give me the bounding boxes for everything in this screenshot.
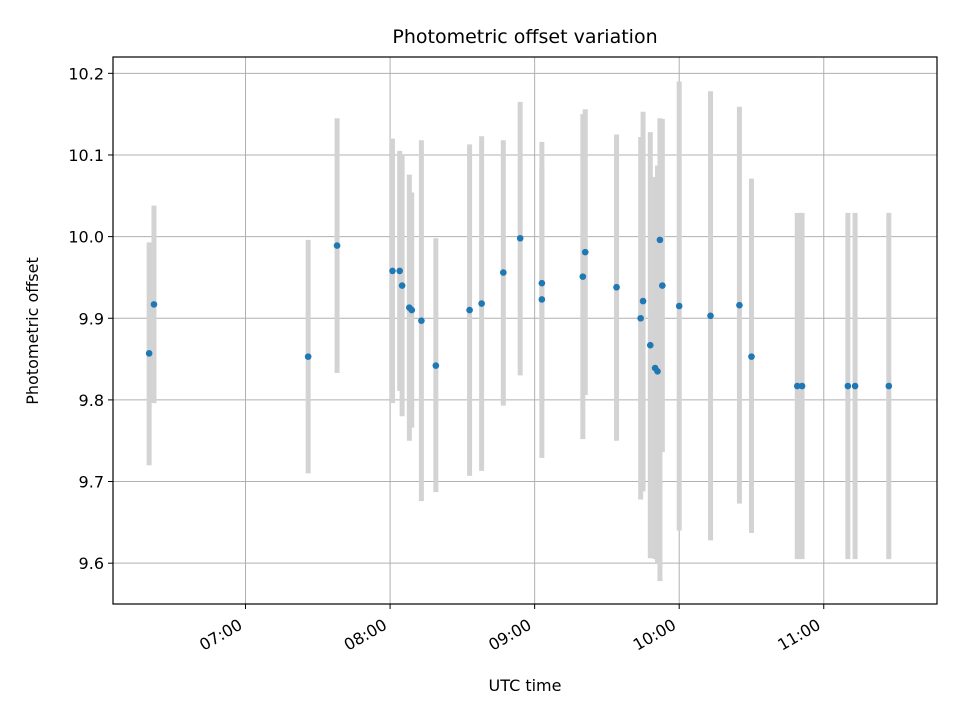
data-point — [466, 306, 473, 314]
data-point — [408, 306, 416, 314]
y-tick-label: 9.9 — [79, 309, 104, 328]
data-point — [478, 300, 485, 307]
chart-title: Photometric offset variation — [392, 26, 657, 48]
y-tick-label: 9.8 — [79, 391, 104, 410]
data-point — [516, 234, 524, 242]
data-point — [659, 282, 666, 289]
data-point — [707, 312, 714, 320]
data-point — [145, 350, 153, 357]
data-point — [885, 382, 893, 390]
data-point — [748, 353, 755, 360]
data-point — [736, 301, 743, 309]
data-point — [389, 267, 396, 275]
x-axis-title: UTC time — [489, 676, 562, 695]
data-point — [581, 248, 589, 256]
data-point — [538, 279, 546, 287]
y-tick-label: 10.2 — [68, 64, 104, 83]
data-point — [150, 301, 158, 308]
data-point — [793, 382, 801, 390]
data-point — [637, 314, 644, 322]
y-tick-label: 10.0 — [68, 228, 104, 247]
data-point — [646, 341, 654, 349]
data-point — [500, 269, 507, 276]
data-point — [579, 273, 587, 280]
data-point — [304, 353, 312, 360]
data-points — [145, 234, 893, 390]
data-point — [396, 267, 404, 275]
data-point — [418, 317, 425, 325]
data-point — [538, 296, 546, 303]
data-point — [798, 382, 806, 390]
data-point — [851, 382, 859, 390]
y-tick-label: 9.7 — [79, 473, 104, 492]
data-point — [613, 283, 620, 291]
data-point — [333, 242, 341, 249]
data-point — [656, 236, 664, 244]
data-point — [432, 362, 440, 369]
data-point — [654, 368, 661, 375]
y-axis-ticks: 9.6 9.7 9.8 9.9 10.0 10.1 10.2 — [68, 64, 113, 573]
y-tick-label: 10.1 — [68, 146, 104, 165]
data-point — [844, 382, 852, 390]
y-axis-title: Photometric offset — [23, 257, 42, 405]
y-tick-label: 9.6 — [79, 554, 104, 573]
plot-frame — [112, 56, 938, 605]
data-point — [675, 302, 683, 310]
data-point — [398, 282, 406, 289]
data-point — [639, 297, 647, 305]
